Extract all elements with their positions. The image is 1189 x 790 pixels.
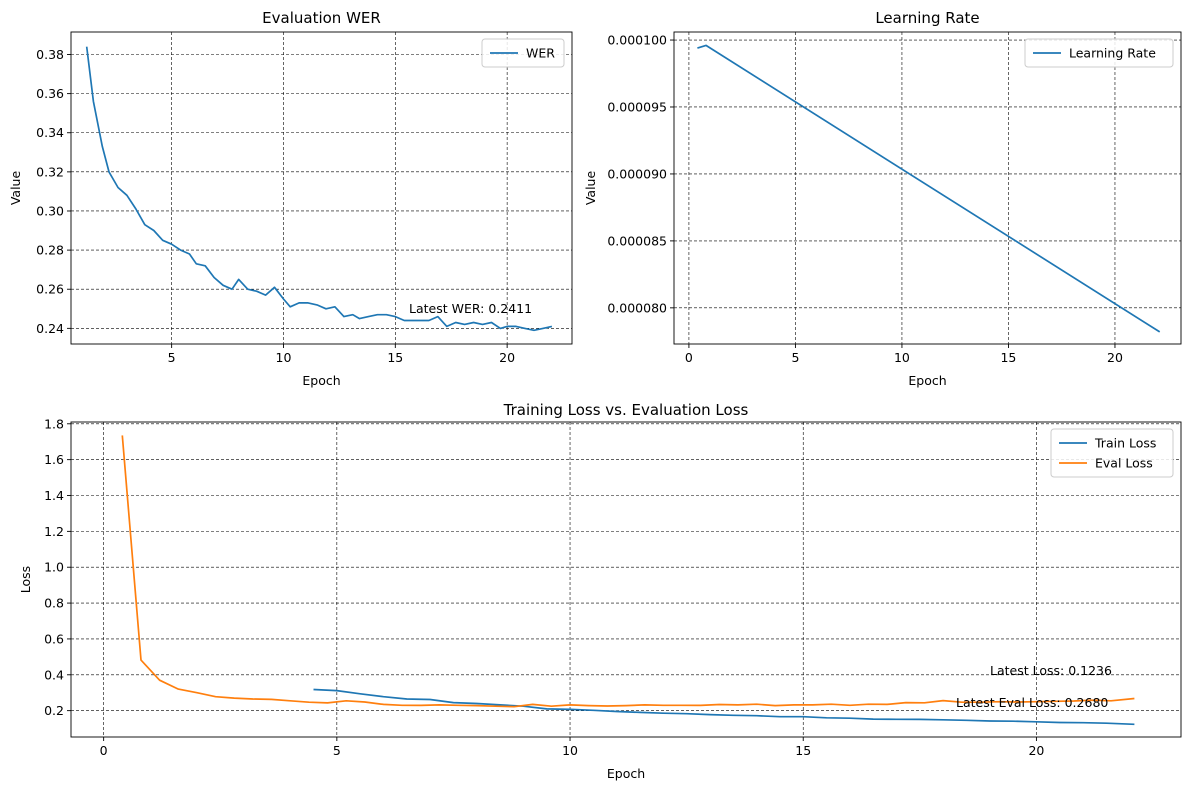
y-tick-label: 0.24 bbox=[36, 321, 64, 336]
grid bbox=[71, 32, 572, 344]
legend-box bbox=[1050, 428, 1174, 478]
x-axis-label: Epoch bbox=[302, 373, 340, 388]
annotation-text: Latest WER: 0.2411 bbox=[409, 301, 532, 316]
series-line-eval-loss bbox=[121, 435, 1135, 708]
y-tick-label: 0.000090 bbox=[607, 166, 667, 181]
series-line-wer bbox=[85, 46, 553, 332]
legend: Learning Rate bbox=[1024, 38, 1174, 68]
y-tick-label: 0.000100 bbox=[607, 33, 667, 48]
y-axis-label: Loss bbox=[18, 566, 33, 593]
legend: Train Loss Eval Loss bbox=[1050, 428, 1174, 478]
x-tick-label: 0 bbox=[685, 350, 693, 365]
legend-label: Learning Rate bbox=[1069, 46, 1156, 61]
legend-box bbox=[1024, 38, 1174, 68]
y-tick-label: 1.6 bbox=[44, 452, 64, 467]
y-tick-label: 0.8 bbox=[44, 596, 64, 611]
y-tick-label: 1.4 bbox=[44, 488, 64, 503]
plot-frame bbox=[70, 421, 1182, 738]
y-axis-label: Value bbox=[583, 171, 598, 206]
x-tick-label: 5 bbox=[333, 743, 341, 758]
y-tick-label: 0.36 bbox=[36, 86, 64, 101]
chart-title: Learning Rate bbox=[875, 9, 979, 27]
legend-label: Eval Loss bbox=[1095, 456, 1153, 471]
x-tick-label: 5 bbox=[168, 350, 176, 365]
x-tick-label: 10 bbox=[276, 350, 292, 365]
y-tick-label: 0.32 bbox=[36, 164, 64, 179]
x-tick-label: 15 bbox=[795, 743, 811, 758]
y-tick-label: 1.0 bbox=[44, 560, 64, 575]
legend: WER bbox=[481, 38, 565, 68]
chart-1: 5 10 15 20 0.24 0.26 0.28 0.30 0.32 0.34 0.36 0.38 E… bbox=[8, 9, 573, 388]
plot-frame bbox=[673, 31, 1182, 345]
y-tick-label: 0.000095 bbox=[607, 99, 667, 114]
y-tick-label: 0.2 bbox=[44, 703, 64, 718]
grid bbox=[71, 422, 1181, 737]
annotation-text: Latest Loss: 0.1236 bbox=[990, 663, 1112, 678]
y-tick-label: 0.28 bbox=[36, 243, 64, 258]
y-tick-label: 0.38 bbox=[36, 47, 64, 62]
series-line-learning-rate bbox=[697, 44, 1161, 333]
series-line-train-loss bbox=[313, 688, 1135, 726]
y-tick-label: 0.26 bbox=[36, 282, 64, 297]
y-tick-label: 0.000085 bbox=[607, 233, 667, 248]
y-tick-label: 1.8 bbox=[44, 416, 64, 431]
chart-3: 0 5 10 15 20 0.2 0.4 0.6 0.8 1.0 1.2 1.4 1.6 1.8 Train… bbox=[18, 401, 1182, 781]
y-tick-label: 1.2 bbox=[44, 524, 64, 539]
x-tick-label: 10 bbox=[562, 743, 578, 758]
y-tick-label: 0.30 bbox=[36, 203, 64, 218]
x-axis-label: Epoch bbox=[908, 373, 946, 388]
chart-title: Training Loss vs. Evaluation Loss bbox=[503, 401, 749, 419]
chart-title: Evaluation WER bbox=[262, 9, 381, 27]
y-tick-label: 0.4 bbox=[44, 667, 64, 682]
x-tick-label: 5 bbox=[791, 350, 799, 365]
legend-box bbox=[481, 38, 565, 68]
chart-2: 0 5 10 15 20 0.000080 0.000085 0.000090 0.000095… bbox=[583, 9, 1182, 388]
x-tick-label: 0 bbox=[100, 743, 108, 758]
x-tick-label: 20 bbox=[499, 350, 515, 365]
annotation-text: Latest Eval Loss: 0.2680 bbox=[956, 695, 1108, 710]
x-tick-label: 20 bbox=[1107, 350, 1123, 365]
x-tick-label: 20 bbox=[1028, 743, 1044, 758]
legend-label: Train Loss bbox=[1094, 436, 1156, 451]
legend-label: WER bbox=[526, 46, 555, 61]
x-tick-label: 15 bbox=[387, 350, 403, 365]
x-tick-label: 15 bbox=[1000, 350, 1016, 365]
x-tick-label: 10 bbox=[894, 350, 910, 365]
x-axis-label: Epoch bbox=[607, 766, 645, 781]
plot-frame bbox=[70, 31, 573, 345]
y-tick-label: 0.6 bbox=[44, 631, 64, 646]
y-tick-label: 0.000080 bbox=[607, 300, 667, 315]
grid bbox=[674, 32, 1181, 344]
y-tick-label: 0.34 bbox=[36, 125, 64, 140]
y-axis-label: Value bbox=[8, 171, 23, 206]
